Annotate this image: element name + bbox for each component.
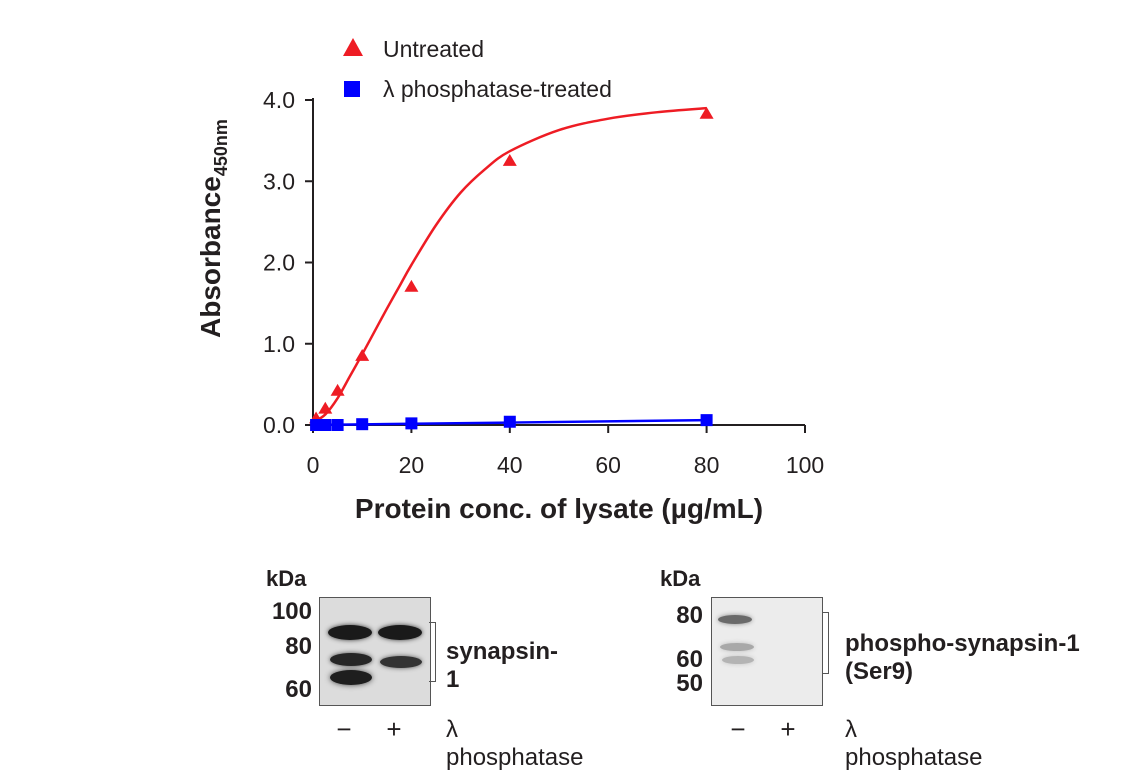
x-tick-label: 20: [399, 452, 425, 478]
mw-marker-80: 80: [285, 633, 312, 660]
y-axis-title-subscript: 450nm: [211, 119, 231, 176]
blot-band: [718, 615, 752, 624]
blot-band: [380, 656, 422, 668]
y-tick-label: 3.0: [263, 168, 295, 194]
data-point-untreated: [355, 348, 370, 361]
kda-label: kDa: [266, 566, 307, 591]
data-point-untreated: [330, 383, 345, 396]
protein-label: synapsin-1: [446, 638, 559, 693]
absorbance-chart: 0.0 1.0 2.0 3.0 4.0 0 20 40 60 80 100 Protein conc.…: [195, 36, 824, 524]
protein-label: phospho-synapsin-1 (Ser9): [845, 630, 1080, 685]
legend-label-treated: λ phosphatase-treated: [383, 76, 612, 102]
lane-plus: +: [386, 714, 402, 744]
data-point-treated: [310, 419, 323, 431]
x-tick-label: 40: [497, 452, 523, 478]
data-point-untreated: [318, 401, 333, 414]
data-point-treated: [319, 419, 332, 431]
data-point-treated: [405, 417, 418, 430]
data-point-treated: [356, 418, 369, 431]
x-tick-label: 60: [595, 452, 621, 478]
legend-label-untreated: Untreated: [383, 36, 484, 62]
y-axis-title: Absorbance450nm: [195, 119, 231, 338]
y-tick-label: 0.0: [263, 412, 295, 438]
kda-label: kDa: [660, 566, 701, 591]
treatment-label: λ phosphatase: [845, 716, 983, 771]
data-point-treated: [331, 419, 344, 431]
blot-band: [378, 625, 422, 640]
mw-marker-100: 100: [271, 598, 312, 625]
treatment-label: λ phosphatase: [446, 716, 584, 771]
lane-minus: −: [730, 714, 746, 744]
lane-minus: −: [336, 714, 352, 744]
x-tick-label: 100: [786, 452, 824, 478]
x-axis-title: Protein conc. of lysate (µg/mL): [355, 493, 763, 524]
mw-marker-80: 80: [676, 602, 703, 629]
data-point-treated: [503, 415, 516, 428]
y-tick-label: 4.0: [263, 87, 295, 113]
data-point-untreated: [502, 153, 517, 166]
blot-band: [328, 625, 372, 640]
band-bracket: [429, 622, 436, 682]
blot-band: [330, 670, 372, 685]
data-point-untreated: [404, 279, 419, 292]
x-tick-label: 80: [694, 452, 720, 478]
data-point-treated: [700, 414, 713, 427]
western-blot-image: [711, 597, 823, 706]
fit-curve-untreated: [312, 106, 707, 424]
y-tick-label: 2.0: [263, 250, 295, 276]
x-tick-label: 0: [307, 452, 320, 478]
legend-marker-untreated: [343, 38, 363, 56]
mw-marker-60: 60: [285, 676, 312, 703]
blot-band: [722, 656, 754, 664]
blot-band: [720, 643, 754, 651]
y-axis-title-main: Absorbance: [195, 176, 226, 338]
data-point-untreated: [699, 106, 714, 119]
legend-marker-treated: [344, 81, 360, 97]
y-tick-label: 1.0: [263, 331, 295, 357]
band-bracket: [822, 612, 829, 674]
lane-plus: +: [780, 714, 796, 744]
blot-band: [330, 653, 372, 666]
western-blot-image: [319, 597, 431, 706]
mw-marker-50: 50: [676, 670, 703, 697]
mw-marker-60: 60: [676, 646, 703, 673]
